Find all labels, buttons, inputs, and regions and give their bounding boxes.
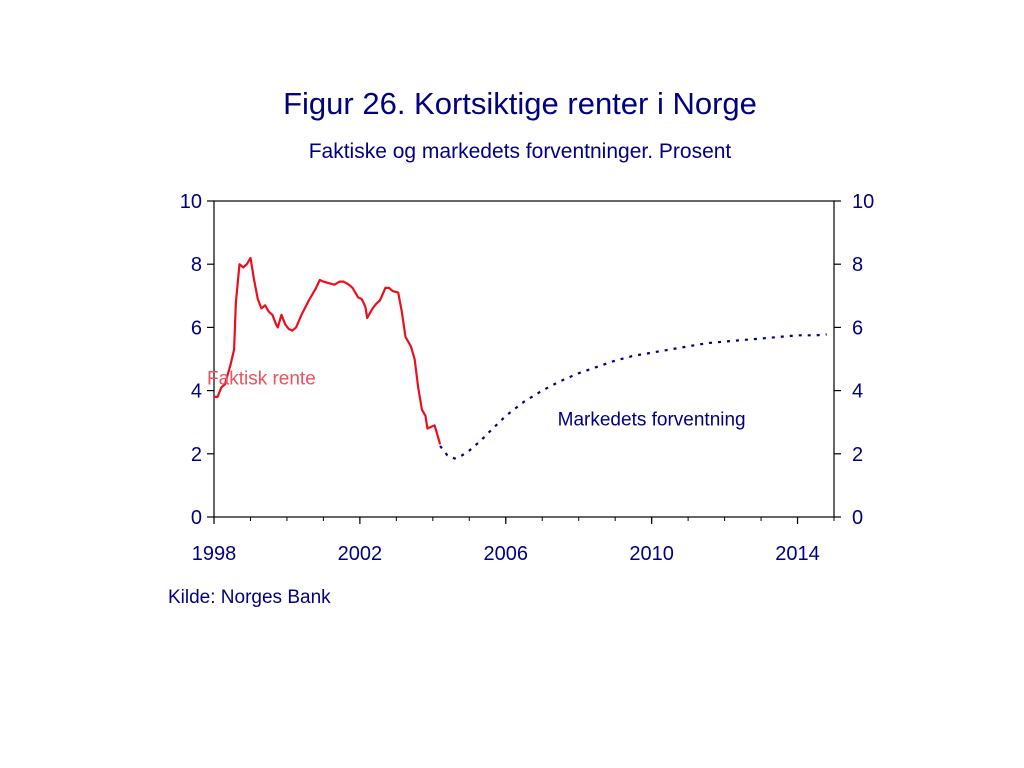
x-tick-label: 2002 (338, 543, 383, 565)
y-tick-label-left: 0 (191, 507, 202, 529)
annotation-markedets-forventning: Markedets forventning (558, 409, 746, 430)
x-axis-tick-labels: 1998 2002 2006 2010 2014 (192, 543, 820, 565)
y-tick-label-left: 8 (191, 254, 202, 276)
chart-title: Figur 26. Kortsiktige renter i Norge (283, 86, 757, 121)
right-axis-tick-labels: 0 2 4 6 8 10 (852, 191, 874, 529)
y-tick-label-right: 0 (852, 507, 863, 529)
y-tick-label-left: 10 (180, 191, 202, 213)
annotation-faktisk-rente: Faktisk rente (207, 368, 316, 389)
y-tick-label-right: 4 (852, 381, 863, 403)
y-tick-label-right: 10 (852, 191, 874, 213)
x-tick-label: 1998 (192, 543, 237, 565)
plot-frame (213, 200, 835, 518)
series-line-markedets-forventning (439, 333, 827, 460)
chart-subtitle: Faktiske og markedets forventninger. Pro… (308, 140, 732, 163)
y-tick-label-left: 6 (191, 317, 202, 339)
y-tick-label-right: 8 (852, 254, 863, 276)
x-tick-label: 2014 (775, 543, 820, 565)
source-note: Kilde: Norges Bank (168, 587, 331, 608)
left-axis-tick-labels: 0 2 4 6 8 10 (180, 191, 202, 529)
series-line-faktisk-rente (214, 256, 442, 445)
y-tick-label-left: 2 (191, 444, 202, 466)
x-tick-label: 2006 (484, 543, 529, 565)
y-tick-label-right: 2 (852, 444, 863, 466)
chart-axes (207, 200, 841, 524)
x-tick-label: 2010 (629, 543, 674, 565)
y-tick-label-right: 6 (852, 317, 863, 339)
series-group (214, 256, 827, 460)
y-tick-label-left: 4 (191, 381, 202, 403)
annotation-group: Faktisk rente Markedets forventning (207, 368, 746, 430)
